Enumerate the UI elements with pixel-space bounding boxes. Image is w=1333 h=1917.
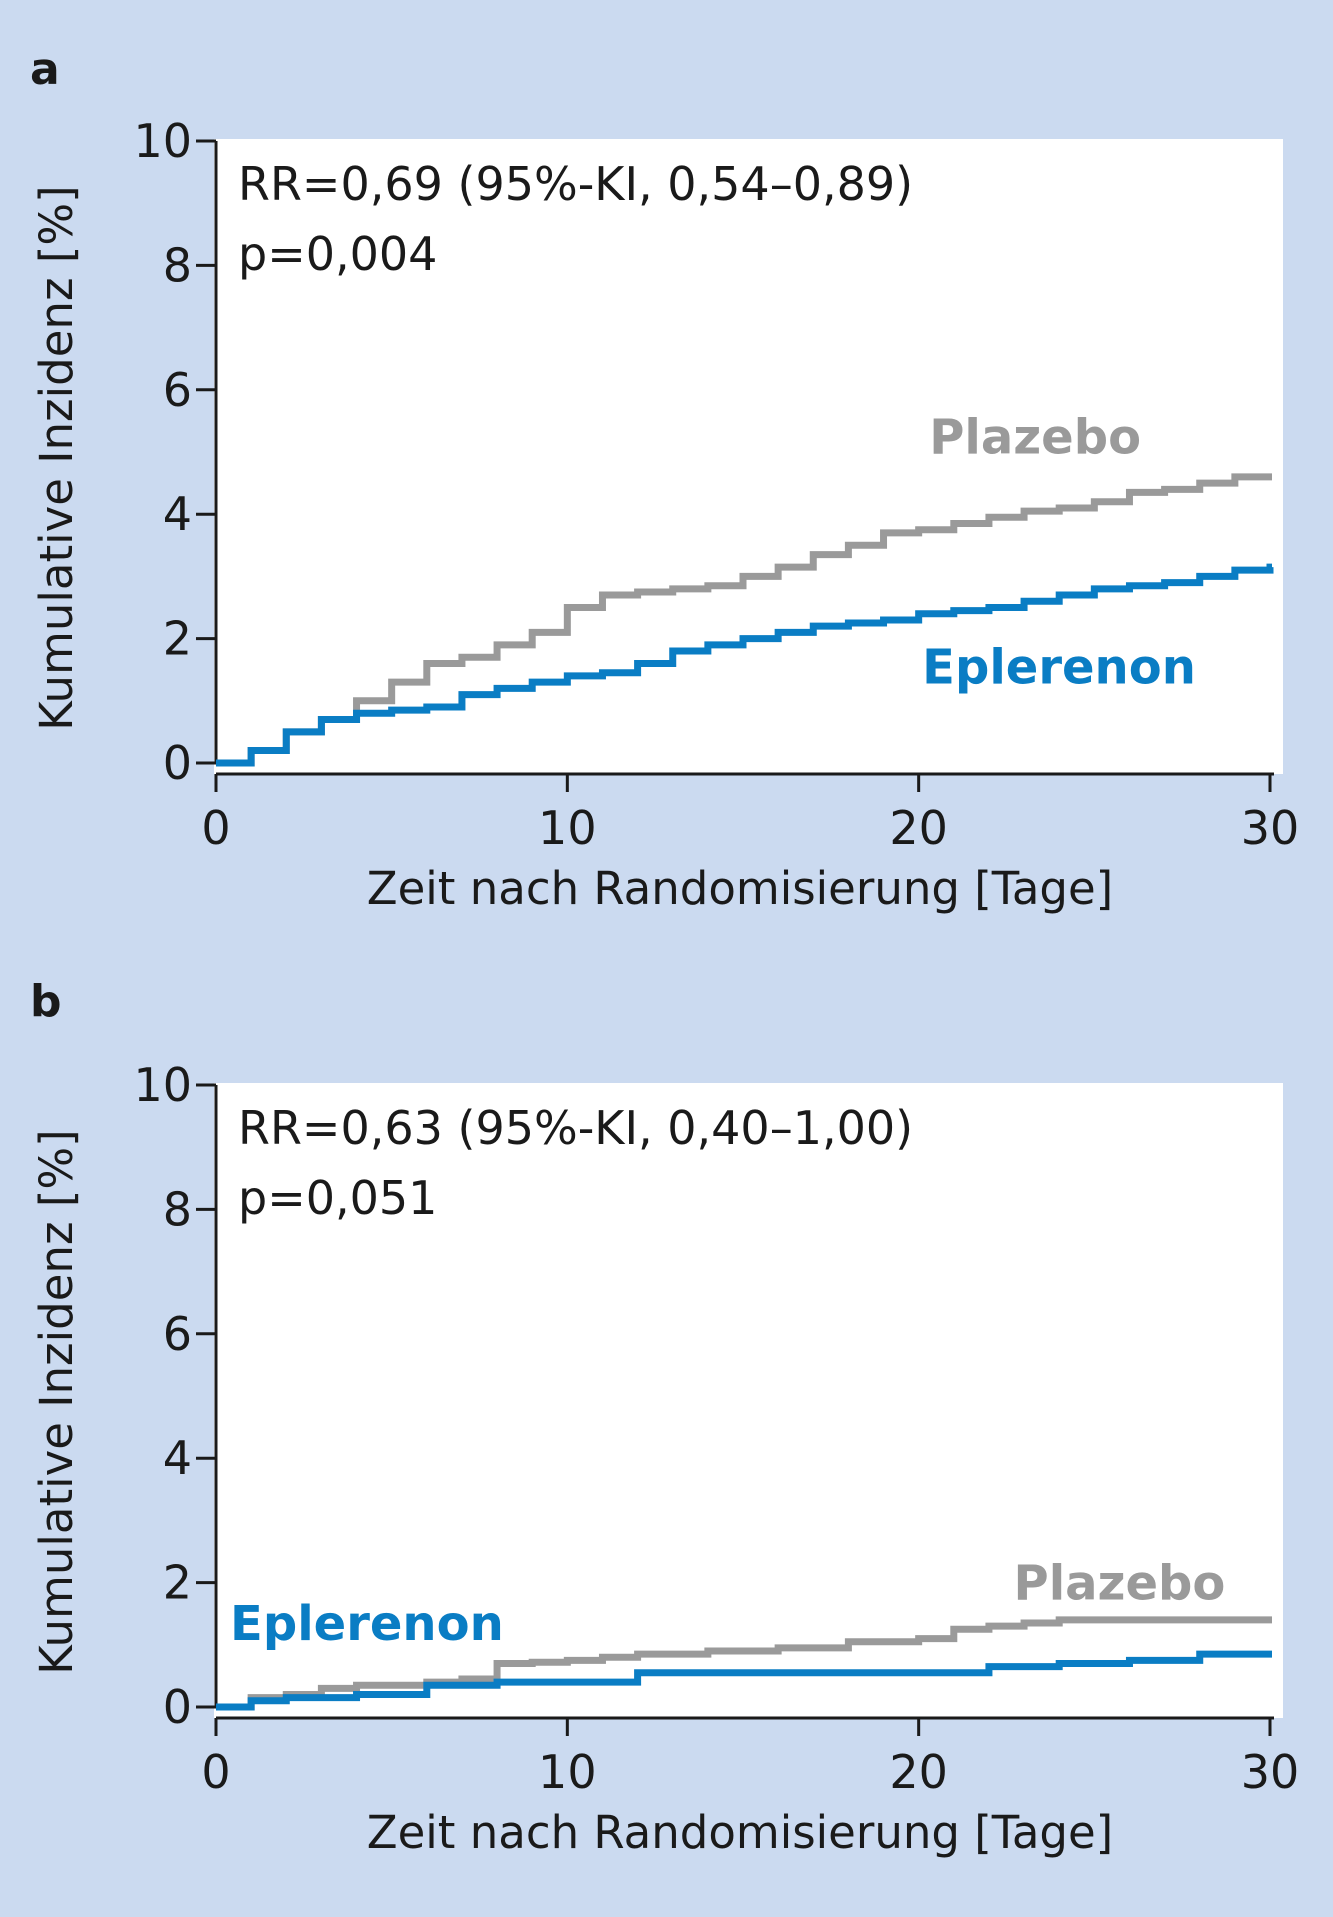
- x-tick-label: 0: [201, 1745, 230, 1799]
- x-axis-label: Zeit nach Randomisierung [Tage]: [367, 1806, 1113, 1859]
- x-tick-label: 30: [1241, 1745, 1300, 1799]
- series-line-eplerenon: [216, 563, 1274, 767]
- x-axis-label: Zeit nach Randomisierung [Tage]: [367, 862, 1113, 915]
- y-tick-label: 6: [163, 363, 192, 417]
- y-tick-label: 8: [163, 1182, 192, 1236]
- x-tick-label: 20: [889, 801, 948, 855]
- y-tick-label: 4: [163, 487, 192, 541]
- series-label-plazebo: Plazebo: [929, 409, 1141, 465]
- x-tick-label: 10: [538, 1745, 597, 1799]
- x-tick-label: 20: [889, 1745, 948, 1799]
- plot-area: [214, 1083, 1283, 1718]
- y-axis-label: Kumulative Inzidenz [%]: [30, 1129, 83, 1674]
- y-tick-label: 4: [163, 1431, 192, 1485]
- series-line-plazebo: [216, 473, 1272, 767]
- annotation-p: p=0,051: [238, 1171, 437, 1225]
- series-label-plazebo: Plazebo: [1014, 1555, 1226, 1611]
- series-line-plazebo: [216, 1616, 1272, 1711]
- y-tick-label: 6: [163, 1307, 192, 1361]
- chart-a-svg: 0 2 4 6 8 10 0 10 20 30 Zeit nach Randomisierung […: [30, 114, 1300, 915]
- x-tick-label: 30: [1241, 801, 1300, 855]
- chart-b-svg: 0 2 4 6 8 10 0 10 20 30 Zeit nach Randomisierung […: [30, 1058, 1300, 1859]
- panel-label-a: a: [30, 44, 60, 95]
- series-label-eplerenon: Eplerenon: [230, 1596, 504, 1652]
- annotation-p: p=0,004: [238, 227, 437, 281]
- x-tick-label: 0: [201, 801, 230, 855]
- y-tick-label: 10: [133, 114, 192, 168]
- plot-area: [214, 139, 1283, 774]
- y-tick-label: 0: [163, 1680, 192, 1734]
- y-tick-label: 8: [163, 238, 192, 292]
- y-tick-label: 2: [163, 1556, 192, 1610]
- series-label-eplerenon: Eplerenon: [922, 639, 1196, 695]
- annotation-rr: RR=0,63 (95%-KI, 0,40–1,00): [238, 1101, 913, 1155]
- panel-a: a 0 2 4 6 8 10 0 10 20 30 Zeit nach Randomisierung…: [0, 0, 1333, 940]
- y-tick-label: 0: [163, 736, 192, 790]
- y-axis-label: Kumulative Inzidenz [%]: [30, 185, 83, 730]
- panel-b: b 0 2 4 6 8 10 0 10 20 30 Zeit nach Randomisierung…: [0, 944, 1333, 1884]
- x-tick-label: 10: [538, 801, 597, 855]
- annotation-rr: RR=0,69 (95%-KI, 0,54–0,89): [238, 157, 913, 211]
- series-line-eplerenon: [216, 1650, 1272, 1711]
- y-tick-label: 2: [163, 612, 192, 666]
- y-tick-label: 10: [133, 1058, 192, 1112]
- panel-label-b: b: [30, 976, 62, 1027]
